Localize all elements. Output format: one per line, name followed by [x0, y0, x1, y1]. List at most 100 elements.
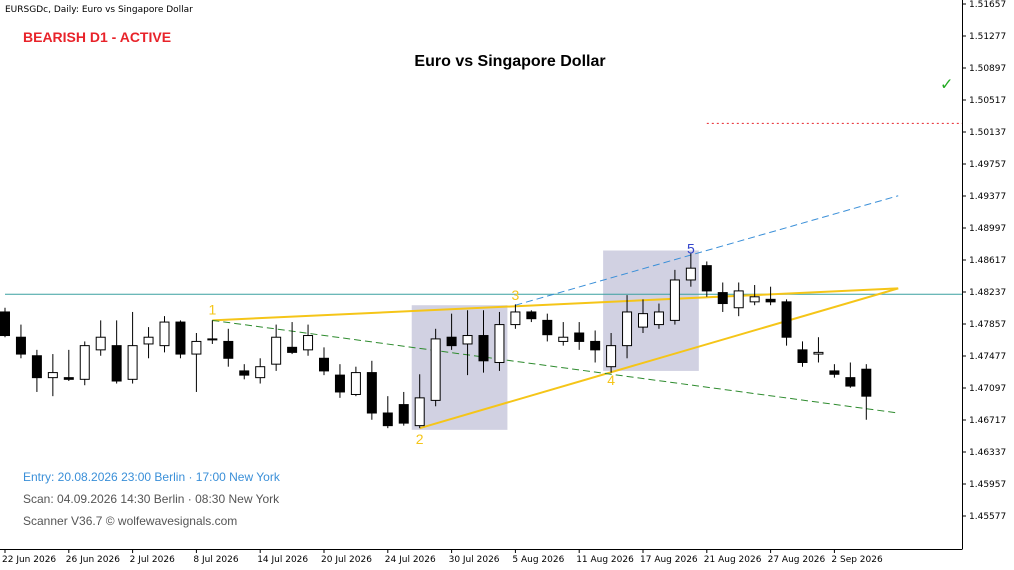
candle: [111, 320, 122, 384]
candle-body-bear: [63, 377, 74, 380]
scan-info: Scan: 04.09.2026 14:30 Berlin · 08:30 Ne…: [23, 492, 280, 506]
candle-body-bull: [143, 336, 154, 345]
x-tick-label: 5 Aug 2026: [512, 555, 564, 565]
chart-title: Euro vs Singapore Dollar: [414, 53, 605, 70]
candle-body-bear: [781, 301, 792, 338]
y-tick-label: 1.45957: [969, 480, 1006, 490]
candle: [271, 324, 282, 371]
candle-body-bull: [207, 338, 218, 341]
x-tick-label: 30 Jul 2026: [449, 555, 500, 565]
y-tick-label: 1.46717: [969, 416, 1006, 426]
candle: [749, 285, 760, 306]
candle: [669, 269, 680, 325]
y-tick-label: 1.48617: [969, 256, 1006, 266]
candle: [239, 364, 250, 380]
candle: [287, 322, 298, 355]
candle-body-bear: [590, 340, 601, 351]
candle: [478, 310, 489, 373]
candle: [95, 320, 106, 356]
y-tick-label: 1.48237: [969, 288, 1006, 298]
zone-boxes: [411, 250, 699, 430]
x-tick-label: 14 Jul 2026: [257, 555, 308, 565]
candle-body-bear: [717, 292, 728, 305]
candle: [494, 311, 505, 371]
x-tick-label: 24 Jul 2026: [385, 555, 436, 565]
candle-body-bull: [47, 372, 58, 379]
x-tick-label: 27 Aug 2026: [768, 555, 826, 565]
candle: [861, 364, 872, 420]
candle: [0, 307, 10, 338]
candle: [15, 324, 26, 359]
candle-body-bull: [430, 338, 441, 401]
candle-body-bull: [733, 290, 744, 309]
candle-body-bear: [0, 311, 10, 337]
y-tick-label: 1.45577: [969, 512, 1006, 522]
candle-body-bull: [79, 345, 90, 380]
y-tick-label: 1.46337: [969, 448, 1006, 458]
candle: [31, 349, 42, 392]
candle-body-bear: [542, 319, 553, 336]
candle-body-bull: [669, 279, 680, 321]
x-tick-label: 8 Jul 2026: [193, 555, 238, 565]
y-tick-label: 1.51657: [969, 0, 1006, 10]
y-tick-label: 1.47097: [969, 384, 1006, 394]
candle: [398, 391, 409, 426]
candle-body-bull: [685, 267, 696, 281]
entry-info: Entry: 20.08.2026 23:00 Berlin · 17:00 N…: [23, 470, 281, 484]
wave-1-4-target-line: [212, 319, 899, 414]
candle: [63, 349, 74, 382]
candle-body-bear: [829, 370, 840, 375]
candle-body-bull: [127, 345, 138, 380]
y-tick-label: 1.50137: [969, 128, 1006, 138]
candle: [845, 362, 856, 388]
chart-frame: [0, 0, 963, 550]
check-icon: ✓: [940, 74, 953, 93]
wave-label-1: 1: [208, 301, 216, 317]
candle-body-bull: [95, 336, 106, 351]
candle: [175, 320, 186, 359]
wave-1-3-line: [212, 287, 899, 322]
pattern-status: BEARISH D1 - ACTIVE: [23, 29, 171, 45]
candle-body-bear: [15, 336, 26, 355]
candle: [462, 310, 473, 376]
wave-label-5: 5: [687, 241, 695, 257]
wave-labels: 1 2 3 4 5 ✓: [208, 74, 953, 447]
scanner-info: Scanner V36.7 © wolfewavesignals.com: [23, 514, 237, 528]
candle: [574, 322, 585, 350]
candle: [350, 366, 361, 397]
candle: [542, 313, 553, 342]
candle: [765, 286, 776, 306]
x-tick-label: 22 Jun 2026: [2, 555, 56, 565]
candle-body-bear: [287, 346, 298, 353]
candle-body-bull: [159, 321, 170, 347]
x-tick-label: 21 Aug 2026: [704, 555, 762, 565]
x-tick-label: 20 Jul 2026: [321, 555, 372, 565]
zone-box-2-3: [411, 305, 508, 430]
candle: [701, 261, 712, 297]
candle-body-bear: [526, 311, 537, 320]
candle-body-bear: [334, 374, 345, 393]
candle: [590, 330, 601, 363]
candle-body-bull: [462, 335, 473, 345]
candle: [717, 282, 728, 312]
candle-body-bull: [622, 311, 633, 347]
candle-body-bull: [303, 335, 314, 351]
y-tick-label: 1.51277: [969, 32, 1006, 42]
x-tick-label: 2 Jul 2026: [130, 555, 175, 565]
candle-body-bear: [398, 404, 409, 424]
candle: [255, 358, 266, 384]
candle-body-bull: [749, 296, 760, 303]
candle: [223, 328, 234, 367]
candle: [47, 354, 58, 397]
candle: [382, 396, 393, 429]
candle: [366, 360, 377, 420]
candle: [685, 253, 696, 287]
candle: [558, 322, 569, 346]
wave-label-2: 2: [416, 431, 424, 447]
candle-body-bear: [366, 372, 377, 414]
candle: [414, 374, 425, 429]
candle: [733, 282, 744, 317]
candle-body-bear: [861, 368, 872, 397]
candle-body-bear: [175, 321, 186, 355]
